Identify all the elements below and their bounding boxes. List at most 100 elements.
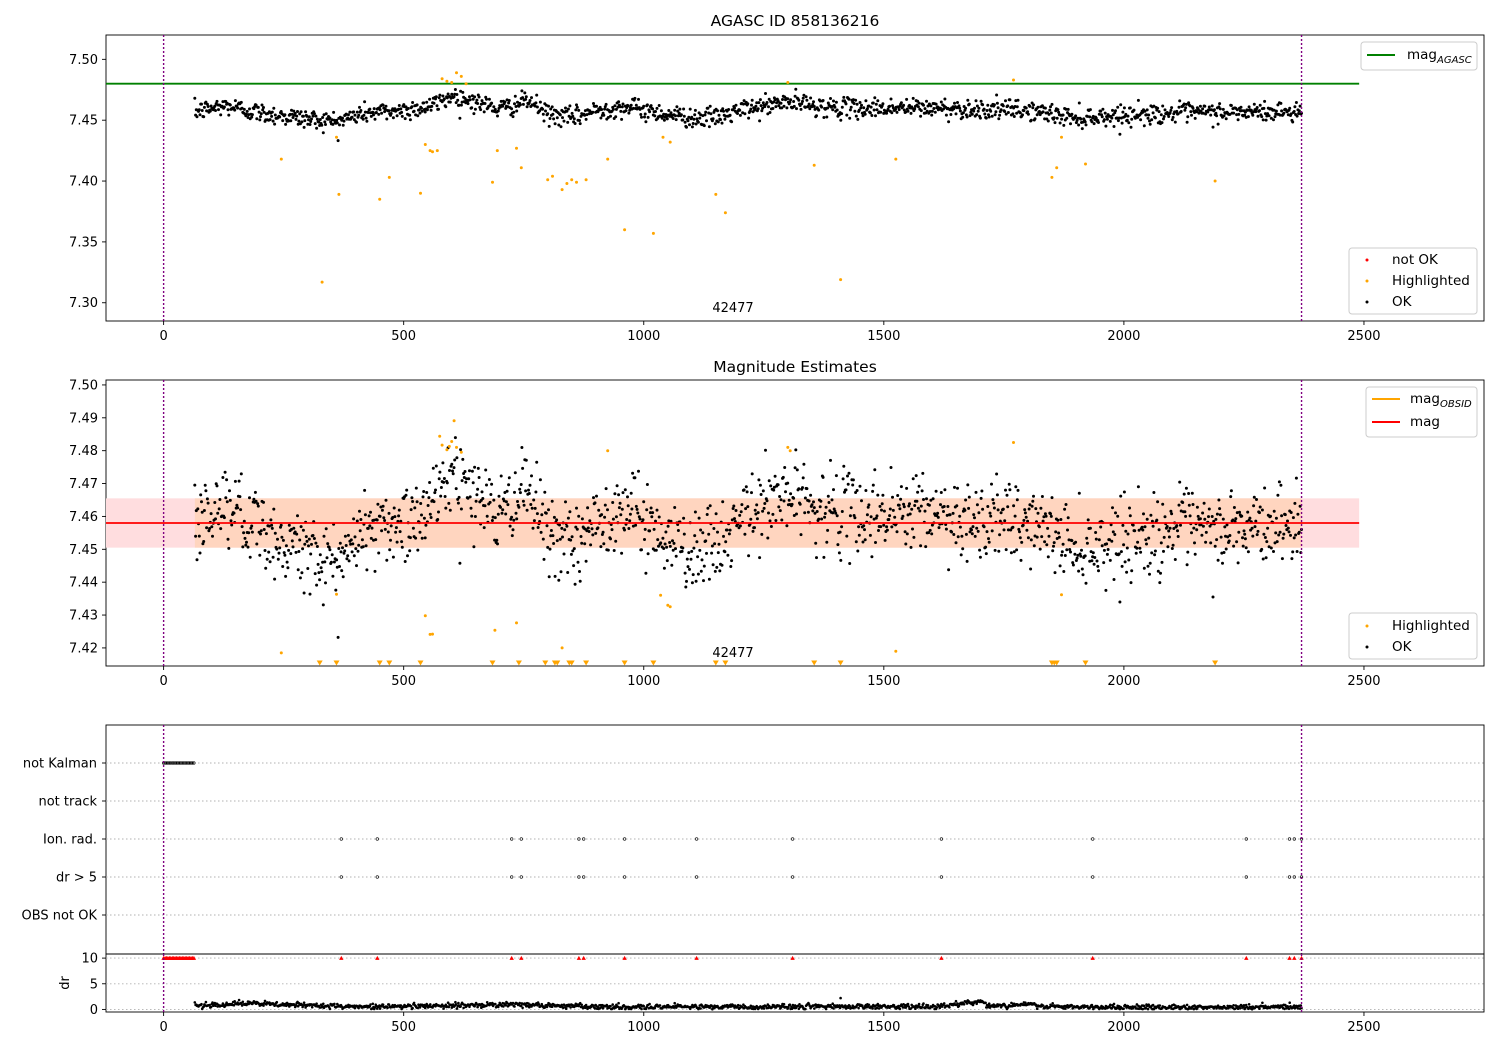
dr-point — [233, 1000, 236, 1003]
dr-point — [381, 1003, 385, 1006]
ok-point — [999, 108, 1003, 112]
ok-point — [573, 582, 577, 586]
ok-point — [854, 540, 858, 544]
ok-point — [1184, 486, 1188, 490]
ok-point — [271, 555, 275, 559]
flag-point — [790, 875, 795, 879]
ok-point — [578, 119, 581, 122]
ok-point — [1219, 535, 1223, 539]
dr-clipped-marker — [622, 955, 627, 960]
ok-point — [613, 492, 617, 496]
ok-point — [1148, 119, 1151, 123]
ok-point — [1153, 116, 1157, 120]
ok-point — [763, 502, 767, 505]
ok-point — [860, 499, 863, 503]
legend-label-main: mag — [1410, 391, 1440, 407]
dr-point — [275, 1000, 279, 1004]
ok-point — [548, 547, 552, 551]
ok-point — [269, 518, 273, 522]
ok-point — [1215, 538, 1219, 542]
ok-point — [296, 110, 299, 113]
highlighted-below-range-marker — [542, 660, 549, 666]
ok-point — [1120, 564, 1124, 568]
ok-point — [395, 114, 399, 118]
ok-point — [1056, 108, 1060, 112]
dr-point — [193, 1001, 197, 1004]
dr-point — [1158, 1004, 1162, 1007]
ok-point — [511, 115, 515, 119]
ok-point — [643, 112, 647, 116]
ok-point — [698, 116, 702, 120]
ok-point — [660, 116, 664, 120]
ok-point — [197, 534, 201, 538]
ok-point — [1059, 518, 1063, 521]
ok-point — [425, 491, 429, 494]
ok-point — [1004, 548, 1008, 552]
ok-point — [1196, 514, 1200, 518]
ok-point — [431, 466, 435, 470]
ok-point — [1031, 106, 1035, 110]
ok-point — [468, 95, 471, 99]
ok-point — [721, 500, 725, 504]
ok-point — [1236, 118, 1240, 122]
ok-point — [222, 516, 226, 520]
ok-point — [427, 496, 431, 500]
ok-point — [857, 108, 861, 112]
ok-point — [876, 493, 880, 497]
ok-point — [1083, 120, 1087, 124]
ok-point — [1148, 122, 1152, 126]
dr-point — [920, 1005, 924, 1009]
x-tick-label: 0 — [159, 674, 167, 689]
ok-point — [468, 469, 471, 473]
ok-point — [521, 466, 525, 470]
ok-point — [651, 107, 655, 111]
ok-point — [1258, 505, 1262, 509]
ok-point — [642, 500, 646, 504]
ok-point — [398, 530, 402, 534]
ok-point — [676, 529, 680, 532]
ok-point — [1170, 547, 1174, 550]
ok-point — [729, 565, 733, 568]
ok-point — [1258, 511, 1261, 515]
ok-point — [420, 536, 424, 540]
ok-point — [812, 100, 815, 104]
dr-point — [455, 1007, 459, 1010]
ok-point — [278, 546, 282, 550]
ok-point — [906, 109, 910, 113]
ok-point — [1264, 118, 1268, 122]
dr-point — [386, 1006, 389, 1010]
ok-point — [436, 518, 440, 521]
ok-point — [1043, 117, 1047, 121]
ok-point — [733, 517, 736, 521]
ok-point — [381, 504, 385, 508]
ok-point — [1214, 517, 1218, 521]
ok-point — [687, 115, 691, 119]
ok-point — [760, 109, 764, 113]
dr-point — [537, 1003, 541, 1006]
highlighted-point — [560, 646, 564, 650]
ok-point — [1112, 125, 1116, 128]
ok-point — [339, 550, 343, 554]
ok-point — [602, 542, 606, 546]
ok-point — [604, 487, 608, 491]
ok-point — [1049, 105, 1052, 109]
ok-point — [1258, 103, 1262, 107]
ok-point — [499, 474, 503, 478]
ok-point — [308, 592, 312, 596]
ok-point — [1160, 121, 1164, 125]
highlighted-point — [335, 135, 338, 139]
ok-point — [562, 552, 566, 556]
dr-point — [648, 1002, 651, 1006]
ok-point — [1217, 498, 1221, 502]
highlighted-below-range-marker — [515, 660, 522, 666]
ok-point — [1052, 544, 1055, 548]
ok-point — [1077, 491, 1081, 495]
ok-point — [700, 558, 704, 562]
ok-point — [1159, 113, 1163, 117]
ok-point — [1179, 523, 1182, 527]
ok-point — [555, 539, 559, 543]
legend-label-subscript: AGASC — [1436, 55, 1472, 66]
ok-point — [451, 472, 455, 476]
ok-point — [776, 483, 780, 487]
ok-point — [985, 109, 989, 112]
